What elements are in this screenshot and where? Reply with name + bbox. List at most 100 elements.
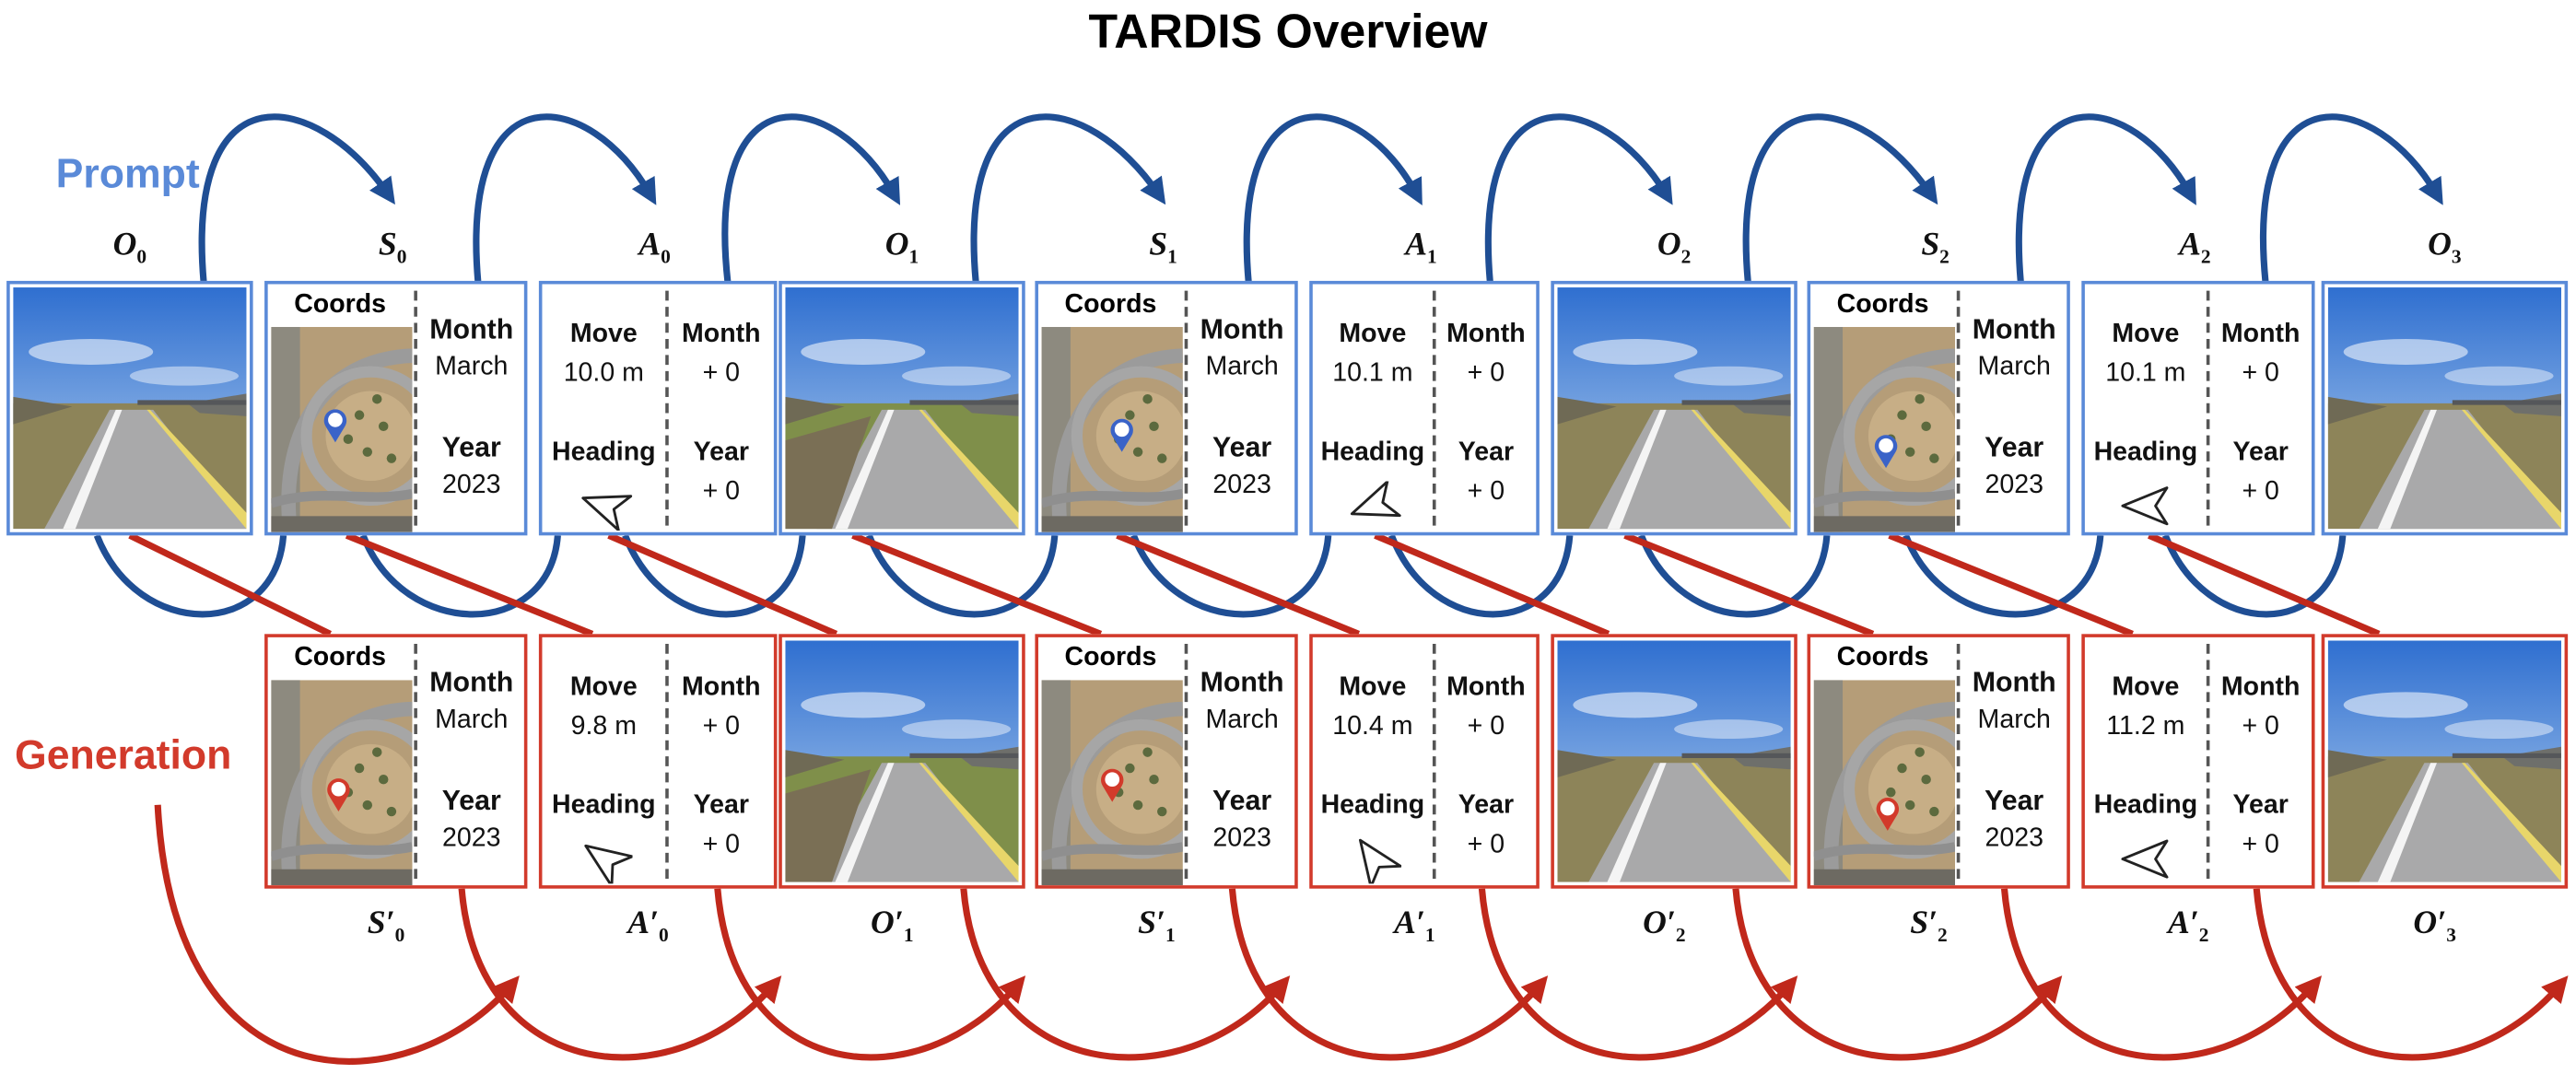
- red-pin-icon: [1876, 798, 1900, 831]
- prompt-action-2-year-label: Year: [2232, 438, 2289, 467]
- generation-observation-0: [779, 634, 1025, 889]
- symbol-base: O: [2428, 227, 2452, 263]
- prompt-action-2-month-label: Month: [2220, 320, 2301, 349]
- symbol-base: O′: [871, 905, 904, 941]
- prompt-state-1-month-label: Month: [1200, 313, 1284, 345]
- symbol-base: A′: [2167, 905, 2199, 941]
- generation-action-2-heading-label: Heading: [2093, 791, 2198, 820]
- prompt-state-0-month-value: March: [435, 353, 509, 381]
- prompt-bottom-loop: [2161, 534, 2347, 618]
- generation-state-2-year-value: 2023: [1985, 824, 2043, 853]
- prompt-bottom-loop: [1130, 534, 1332, 618]
- generation-symbol-8: O′3: [2336, 905, 2534, 948]
- prompt-symbol-1: S0: [294, 227, 491, 269]
- generation-action-0-heading-wrap: [577, 835, 633, 884]
- generation-state-2-year-label: Year: [1985, 785, 2044, 817]
- generation-action-0-move-value: 9.8 m: [570, 712, 637, 741]
- generation-symbol-1: A′0: [549, 905, 746, 948]
- blue-pin-icon: [1110, 418, 1133, 452]
- symbol-base: O: [1657, 227, 1681, 263]
- prompt-observation-2: [1551, 280, 1797, 536]
- prompt-action-0: Move 10.0 m Heading Month + 0 Year + 0: [538, 280, 778, 536]
- prompt-action-0-move-label: Move: [569, 320, 638, 349]
- prompt-bottom-loop: [865, 534, 1059, 618]
- generation-curve-arrow: [2000, 888, 2323, 1061]
- prompt-action-0-divider: [665, 290, 669, 526]
- prompt-action-1-year-label: Year: [1458, 438, 1515, 467]
- generation-state-1-coords-label: Coords: [1064, 644, 1157, 672]
- prompt-top-arrow: [1243, 113, 1423, 284]
- prompt-action-1-month-label: Month: [1446, 320, 1526, 349]
- generation-action-0-year-label: Year: [693, 791, 749, 820]
- generation-symbol-4: A′1: [1316, 905, 1513, 948]
- generation-action-1-year-label: Year: [1458, 791, 1515, 820]
- prompt-state-0-year-value: 2023: [442, 471, 501, 500]
- prompt-observation-0: [6, 280, 253, 536]
- generation-state-1-month-label: Month: [1200, 666, 1284, 698]
- symbol-subscript: 1: [1424, 923, 1435, 947]
- symbol-subscript: 0: [661, 244, 671, 268]
- prompt-action-1-divider: [1432, 290, 1436, 526]
- prompt-state-0-coords-label: Coords: [294, 290, 387, 319]
- generation-action-2-divider: [2206, 644, 2210, 880]
- prompt-state-2-divider: [1956, 290, 1961, 526]
- generation-action-2-move-value: 11.2 m: [2106, 712, 2185, 741]
- prompt-symbol-6: O2: [1575, 227, 1773, 269]
- symbol-subscript: 1: [1165, 923, 1176, 947]
- prompt-action-2-heading-wrap: [2118, 481, 2174, 530]
- prompt-top-arrow: [1742, 113, 1938, 284]
- generation-state-1-year-label: Year: [1212, 785, 1272, 817]
- prompt-state-1-divider: [1184, 290, 1188, 526]
- symbol-base: S′: [1138, 905, 1165, 941]
- generation-action-2: Move 11.2 m Heading Month + 0 Year + 0: [2081, 634, 2315, 889]
- generation-state-1: Coords Month March Year 2023: [1035, 634, 1298, 889]
- prompt-action-2-month-delta: + 0: [2242, 359, 2279, 388]
- generation-action-2-year-label: Year: [2232, 791, 2289, 820]
- generation-action-1: Move 10.4 m Heading Month + 0 Year + 0: [1309, 634, 1540, 889]
- generation-state-0-year-value: 2023: [442, 824, 501, 853]
- generation-action-0-move-label: Move: [569, 673, 638, 702]
- prompt-symbol-3: O1: [803, 227, 1001, 269]
- generation-state-2-divider: [1956, 644, 1961, 880]
- prompt-bottom-loop: [1903, 534, 2104, 618]
- prompt-state-2-map: [1813, 326, 1956, 532]
- generation-state-0-month-label: Month: [429, 666, 514, 698]
- prompt-top-arrow: [970, 113, 1166, 284]
- generation-action-0-divider: [665, 644, 669, 880]
- prompt-observation-1-image: [785, 287, 1019, 530]
- generation-link: [2148, 532, 2381, 637]
- prompt-bottom-loop: [93, 534, 287, 618]
- symbol-subscript: 1: [1427, 244, 1437, 268]
- generation-link: [1116, 532, 1361, 637]
- generation-link: [345, 532, 594, 637]
- generation-symbol-5: O′2: [1565, 905, 1762, 948]
- heading-arrow-icon: [581, 495, 633, 531]
- generation-link: [1623, 532, 1875, 637]
- prompt-state-1-map-image: [1041, 326, 1183, 532]
- red-pin-icon: [1101, 768, 1124, 802]
- symbol-subscript: 2: [2200, 244, 2211, 268]
- prompt-symbol-7: S2: [1837, 227, 2034, 269]
- prompt-state-2-coords-label: Coords: [1836, 290, 1929, 319]
- prompt-action-2-move-value: 10.1 m: [2105, 359, 2186, 388]
- generation-action-1-divider: [1432, 644, 1436, 880]
- generation-curve-arrow: [1478, 888, 1798, 1061]
- generation-action-2-month-delta: + 0: [2242, 712, 2279, 741]
- generation-state-0-divider: [414, 644, 417, 880]
- generation-state-1-map-image: [1041, 680, 1183, 886]
- heading-arrow-icon: [584, 844, 633, 884]
- symbol-subscript: 1: [1167, 244, 1177, 268]
- generation-action-1-month-label: Month: [1446, 673, 1526, 702]
- symbol-base: S′: [1910, 905, 1938, 941]
- prompt-top-arrow: [473, 113, 657, 284]
- prompt-symbol-9: O3: [2346, 227, 2543, 269]
- prompt-top-arrow: [721, 113, 901, 284]
- symbol-base: A′: [1394, 905, 1425, 941]
- generation-symbol-3: S′1: [1058, 905, 1255, 948]
- generation-action-0: Move 9.8 m Heading Month + 0 Year + 0: [538, 634, 778, 889]
- prompt-symbol-5: A1: [1322, 227, 1519, 269]
- symbol-subscript: 0: [396, 244, 407, 268]
- generation-action-1-year-delta: + 0: [1467, 831, 1505, 859]
- symbol-subscript: 2: [1675, 923, 1686, 947]
- prompt-state-1-map: [1041, 326, 1183, 532]
